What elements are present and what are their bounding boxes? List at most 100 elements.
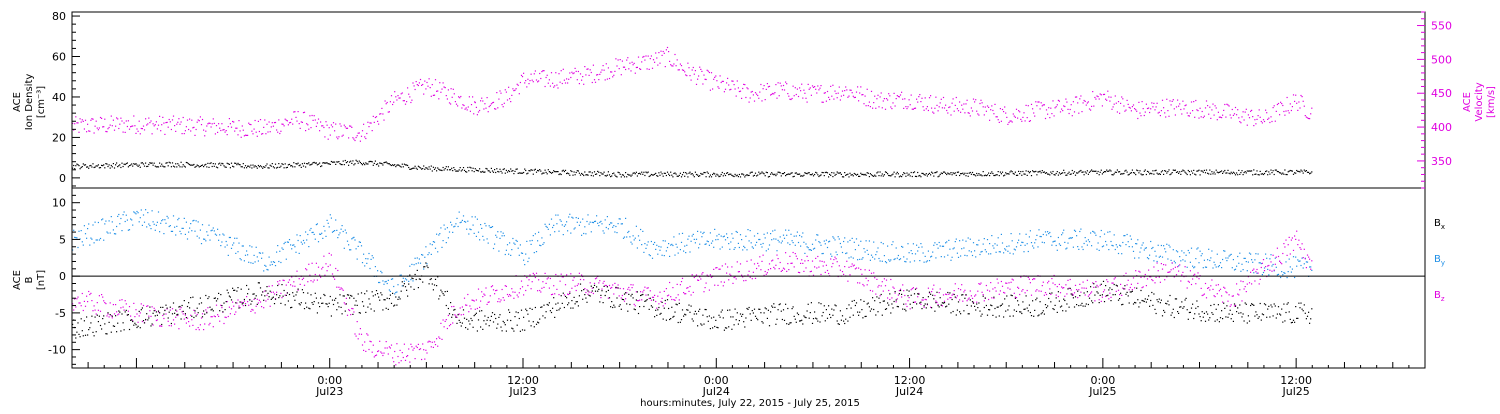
by-point — [267, 269, 269, 271]
bz-point — [942, 294, 945, 296]
by-point — [1164, 248, 1166, 250]
density-point — [594, 173, 597, 175]
by-point — [883, 255, 885, 257]
velocity-point — [521, 76, 524, 78]
by-point — [825, 239, 827, 241]
velocity-point — [979, 102, 981, 105]
by-point — [820, 244, 822, 246]
bz-point — [356, 321, 358, 323]
by-point — [780, 242, 782, 244]
velocity-point — [547, 82, 549, 84]
velocity-point — [267, 131, 269, 133]
by-point — [741, 239, 743, 241]
by-point — [767, 248, 769, 250]
density-point — [325, 162, 327, 164]
density-point — [1079, 170, 1081, 172]
density-point — [995, 174, 997, 176]
bx-point — [269, 290, 271, 292]
by-point — [770, 233, 772, 235]
density-point — [717, 174, 719, 176]
bx-point — [117, 322, 119, 324]
density-point — [706, 171, 708, 173]
density-point — [1088, 171, 1091, 173]
by-point — [669, 255, 671, 257]
by-point — [1244, 257, 1246, 259]
bz-point — [1120, 283, 1122, 285]
velocity-point — [408, 93, 410, 95]
density-point — [1294, 172, 1296, 174]
bx-point — [194, 310, 196, 312]
density-point — [465, 171, 467, 173]
bz-point — [553, 285, 555, 287]
velocity-point — [695, 83, 698, 85]
velocity-point — [880, 92, 882, 94]
velocity-point — [146, 124, 148, 126]
bz-point — [498, 298, 500, 300]
density-point — [834, 174, 836, 176]
bz-point — [1001, 285, 1004, 287]
by-point — [1194, 266, 1196, 268]
by-point — [1227, 257, 1229, 259]
bz-point — [1064, 295, 1066, 297]
by-point — [967, 237, 969, 239]
by-point — [1028, 236, 1030, 238]
bz-point — [1200, 287, 1202, 289]
bx-point — [399, 298, 401, 300]
velocity-point — [620, 74, 622, 76]
density-point — [450, 169, 452, 171]
density-point — [1014, 171, 1016, 173]
by-point — [674, 254, 676, 256]
bz-point — [1297, 244, 1299, 246]
density-point — [1101, 173, 1103, 175]
density-point — [447, 166, 449, 168]
by-point — [94, 221, 96, 223]
bz-point — [1009, 288, 1011, 290]
velocity-point — [814, 86, 816, 88]
velocity-point — [597, 74, 599, 76]
bz-point — [412, 349, 414, 351]
density-point — [126, 162, 128, 164]
bz-point — [1163, 264, 1165, 266]
bz-point — [731, 266, 733, 268]
bz-point — [1233, 305, 1236, 307]
bz-point — [204, 323, 206, 325]
bx-point — [471, 319, 473, 322]
bz-point — [690, 294, 692, 296]
velocity-point — [868, 101, 870, 103]
velocity-point — [128, 128, 131, 130]
bz-point — [602, 282, 604, 284]
bz-point — [594, 278, 597, 280]
bz-point — [279, 280, 281, 282]
by-point — [878, 257, 880, 260]
velocity-point — [867, 105, 869, 107]
bx-point — [197, 312, 199, 314]
by-point — [101, 219, 103, 221]
velocity-point — [1124, 110, 1126, 112]
bz-point — [648, 297, 650, 300]
density-point — [421, 168, 423, 170]
by-point — [1128, 246, 1130, 248]
bz-point — [1146, 278, 1149, 280]
velocity-point — [1138, 101, 1140, 103]
bx-point — [147, 319, 149, 321]
density-point — [840, 173, 842, 175]
by-point — [476, 218, 478, 220]
by-point — [227, 254, 229, 256]
velocity-point — [371, 130, 373, 132]
by-point — [397, 284, 399, 286]
by-point — [1079, 230, 1081, 233]
bz-point — [1158, 276, 1160, 278]
density-point — [427, 168, 429, 170]
bz-point — [921, 299, 923, 301]
bz-point — [1280, 262, 1282, 264]
velocity-point — [1047, 113, 1049, 115]
bz-point — [306, 269, 308, 271]
bz-point — [997, 282, 999, 284]
bz-point — [1007, 287, 1009, 289]
density-point — [1007, 173, 1009, 175]
bz-point — [208, 324, 210, 326]
velocity-point — [1120, 102, 1122, 104]
density-point — [587, 174, 589, 176]
by-point — [606, 216, 608, 218]
bx-point — [218, 292, 220, 294]
